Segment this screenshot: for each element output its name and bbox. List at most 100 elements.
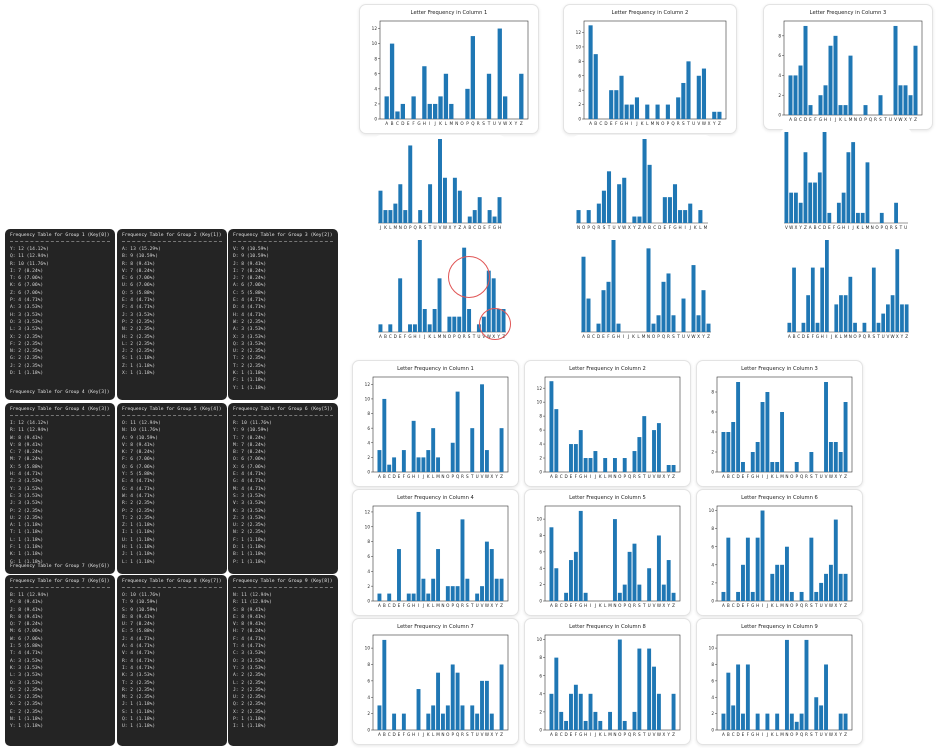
frequency-row: U: 1 (1.18%) bbox=[122, 537, 156, 543]
bar bbox=[798, 202, 803, 223]
chart-card-column-9: Letter Frequency in Column 9 0 2 4 6 8 10 A B C D E… bbox=[696, 618, 863, 745]
x-tick-label: N bbox=[785, 603, 788, 608]
bar bbox=[609, 90, 614, 119]
x-tick-label: T bbox=[428, 225, 432, 230]
chart-title: Letter Frequency in Column 1 bbox=[411, 10, 488, 16]
bar bbox=[573, 444, 578, 472]
frequency-row: I: 7 (8.24%) bbox=[10, 268, 44, 274]
bar bbox=[586, 298, 591, 332]
frequency-row: O: 6 (7.06%) bbox=[233, 457, 267, 463]
x-tick-label: K bbox=[857, 225, 860, 230]
x-tick-label: W bbox=[891, 334, 895, 339]
x-tick-label: O bbox=[460, 121, 464, 126]
x-tick-label: B bbox=[383, 474, 386, 479]
bar bbox=[476, 324, 481, 332]
bar bbox=[726, 537, 731, 601]
x-tick-label: L bbox=[432, 474, 435, 479]
chart-title: Letter Frequency in Column 9 bbox=[741, 624, 818, 630]
x-tick-label: Y bbox=[712, 121, 716, 126]
frequency-row: R: 8 (9.41%) bbox=[122, 261, 156, 267]
frequency-table-panel: Frequency Table for Group 7 (Key[6]) B: 1… bbox=[5, 575, 115, 746]
frequency-row: U: 6 (7.06%) bbox=[122, 283, 156, 289]
x-tick-label: D bbox=[823, 225, 826, 230]
x-tick-label: A bbox=[378, 603, 381, 608]
x-tick-label: Y bbox=[900, 334, 904, 339]
bar-chart: Letter Frequency in Column 3 0 2 4 6 8 A B C D E F G… bbox=[778, 10, 923, 122]
y-tick-label: 4 bbox=[711, 430, 714, 435]
x-tick-label: C bbox=[732, 603, 735, 608]
frequency-row: J: 2 (2.35%) bbox=[122, 349, 156, 355]
x-tick-label: N bbox=[854, 117, 857, 122]
bar bbox=[447, 316, 452, 332]
bar bbox=[484, 450, 489, 472]
y-tick-label: 8 bbox=[539, 533, 542, 538]
frequency-table-panel: Frequency Table for Group 5 (Key[4]) O: 1… bbox=[117, 403, 227, 574]
bar bbox=[480, 586, 484, 601]
bar bbox=[426, 713, 431, 730]
x-tick-label: C bbox=[560, 474, 563, 479]
x-tick-label: N bbox=[647, 334, 650, 339]
bar bbox=[908, 95, 913, 115]
y-tick-label: 2 bbox=[578, 102, 581, 107]
x-tick-label: K bbox=[384, 225, 387, 230]
frequency-row: C: 5 (5.88%) bbox=[233, 290, 267, 296]
bar bbox=[893, 25, 898, 115]
y-tick-label: 8 bbox=[367, 411, 370, 416]
x-tick-label: O bbox=[618, 732, 622, 737]
x-tick-label: Y bbox=[798, 225, 802, 230]
x-tick-label: F bbox=[412, 121, 415, 126]
bar bbox=[848, 55, 853, 115]
frequency-row: K: 1 (1.18%) bbox=[233, 371, 267, 377]
x-tick-label: P bbox=[623, 474, 626, 479]
y-tick-label: 10 bbox=[365, 397, 371, 402]
frequency-row: Q: 5 (5.88%) bbox=[122, 290, 156, 296]
chart-card-column-6: Letter Frequency in Column 6 0 2 4 6 8 10 A B C D E… bbox=[696, 489, 863, 616]
bar bbox=[836, 202, 841, 223]
frequency-row: Q: 7 (8.24%) bbox=[10, 622, 44, 628]
x-tick-label: O bbox=[790, 474, 794, 479]
bar bbox=[647, 648, 652, 730]
x-tick-label: B bbox=[648, 225, 651, 230]
x-tick-label: K bbox=[641, 121, 644, 126]
x-tick-label: Z bbox=[500, 474, 503, 479]
y-tick-label: 4 bbox=[711, 562, 714, 567]
x-tick-label: Z bbox=[718, 121, 721, 126]
plot-frame bbox=[583, 20, 727, 120]
chart-card-column-5: Letter Frequency in Column 5 0 2 4 6 8 10 A B C D E… bbox=[524, 489, 691, 616]
x-tick-label: B bbox=[794, 117, 797, 122]
bar bbox=[465, 578, 470, 601]
x-tick-label: Q bbox=[592, 225, 596, 230]
y-tick-label: 8 bbox=[578, 59, 581, 64]
bar bbox=[860, 212, 865, 223]
x-tick-label: S bbox=[638, 732, 641, 737]
frequency-row: W: 6 (7.06%) bbox=[10, 636, 44, 642]
bar bbox=[470, 428, 475, 472]
bar-chart: Letter Frequency in Column 4 0 2 4 6 8 10 12 A B C… bbox=[365, 495, 509, 608]
bar bbox=[651, 323, 656, 332]
chart-card-column-7: Letter Frequency in Column 7 0 2 4 6 8 10 A B C D E… bbox=[352, 618, 519, 745]
x-tick-label: V bbox=[481, 603, 484, 608]
frequency-row: E: 3 (3.53%) bbox=[10, 493, 44, 499]
y-tick-label: 0 bbox=[778, 113, 781, 118]
x-tick-label: O bbox=[448, 334, 452, 339]
frequency-row: W: 8 (9.41%) bbox=[10, 435, 44, 441]
x-tick-label: P bbox=[858, 334, 861, 339]
frequency-row: E: 8 (9.41%) bbox=[233, 614, 267, 620]
bar bbox=[486, 73, 492, 119]
y-tick-label: 6 bbox=[711, 544, 714, 549]
x-tick-label: I bbox=[590, 603, 591, 608]
bar bbox=[721, 591, 726, 601]
x-tick-label: N bbox=[577, 225, 580, 230]
x-tick-label: D bbox=[736, 603, 739, 608]
bar bbox=[484, 680, 489, 730]
x-tick-label: F bbox=[403, 603, 406, 608]
y-tick-label: 4 bbox=[778, 73, 781, 78]
x-tick-label: I bbox=[623, 334, 624, 339]
bar bbox=[622, 177, 627, 223]
y-tick-label: 8 bbox=[374, 56, 377, 61]
x-tick-label: T bbox=[470, 732, 474, 737]
bar bbox=[450, 442, 455, 472]
